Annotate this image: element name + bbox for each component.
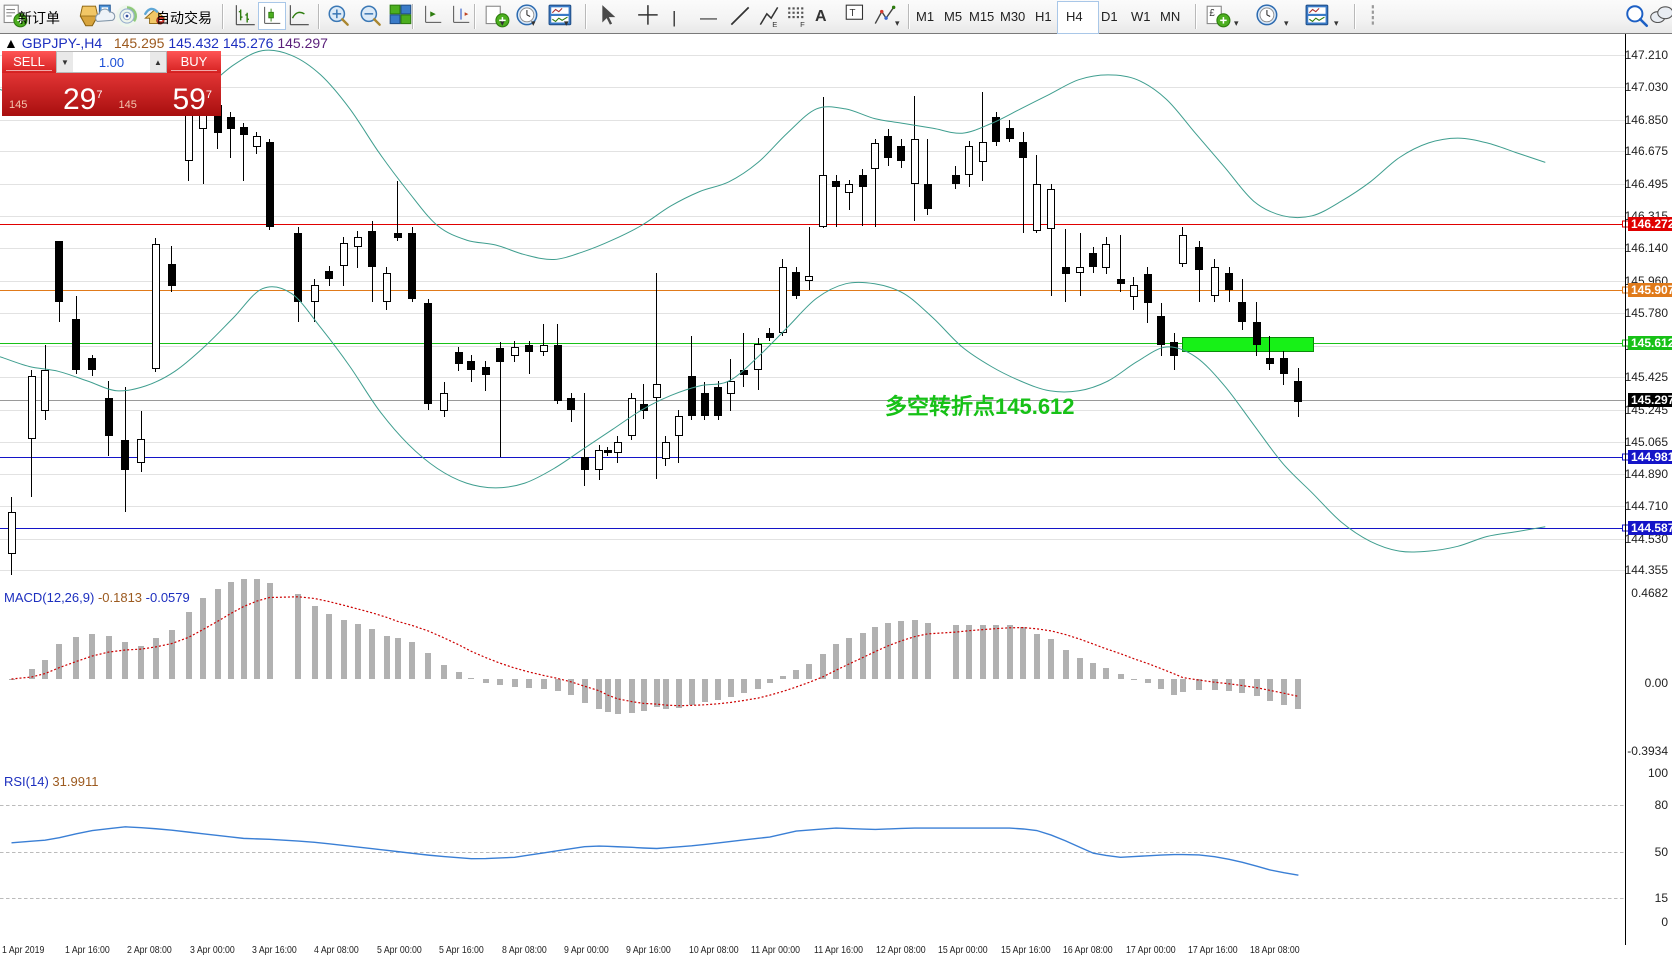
svg-text:T: T	[850, 8, 856, 19]
svg-text:£: £	[1209, 8, 1215, 19]
svg-text:F: F	[800, 20, 805, 29]
svg-text:E: E	[772, 20, 777, 29]
